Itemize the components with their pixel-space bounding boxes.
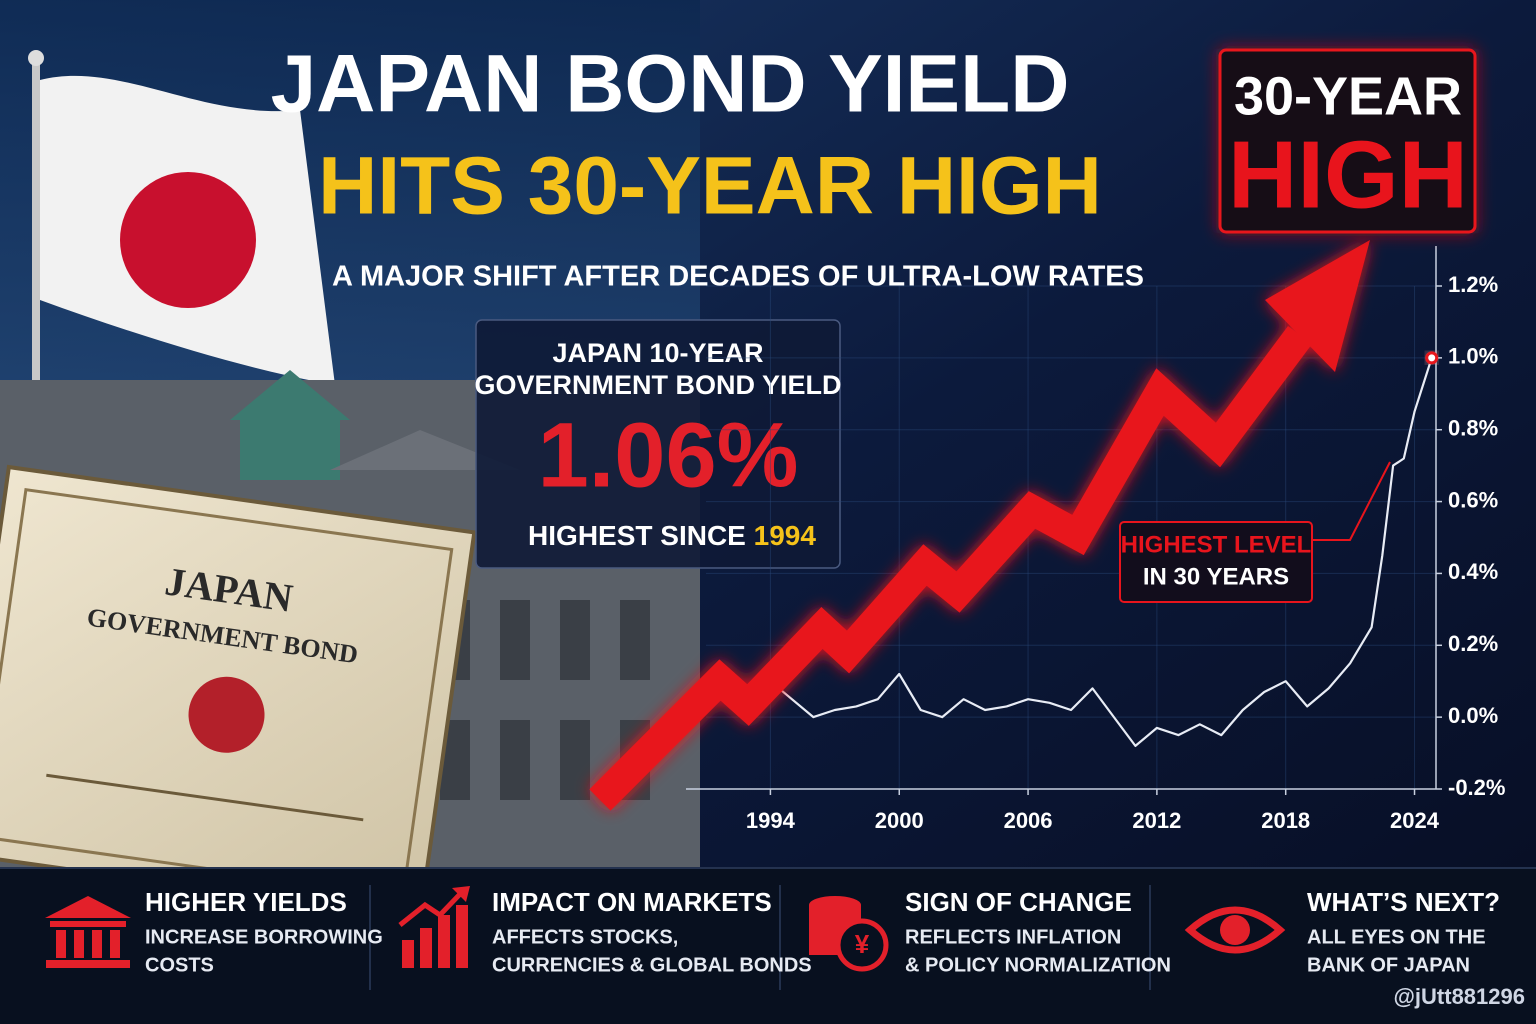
annotation-box bbox=[1119, 521, 1313, 603]
subtitle: A MAJOR SHIFT AFTER DECADES OF ULTRA-LOW… bbox=[332, 261, 1144, 293]
bond-border bbox=[0, 487, 454, 898]
features: HIGHER YIELDS INCREASE BORROWING COSTS IMPA… bbox=[145, 887, 1500, 976]
chart: -0.2% 0.0% 0.2% 0.4% 0.6% 0.8% 1.0% 1.2% 1994 200… bbox=[686, 246, 1505, 833]
bond-signature-line bbox=[46, 773, 364, 822]
feature-text: CURRENCIES & GLOBAL BONDS bbox=[492, 954, 812, 976]
bond-seal bbox=[188, 676, 265, 753]
icon-bank bbox=[45, 896, 131, 968]
icon-bars bbox=[398, 886, 470, 968]
y-tick-label: 0.0% bbox=[1448, 703, 1498, 728]
x-tick-label: 2012 bbox=[1132, 808, 1181, 833]
badge-box bbox=[1218, 48, 1477, 234]
annotation-leader bbox=[1312, 461, 1391, 541]
x-tick-label: 1994 bbox=[746, 808, 796, 833]
yen-symbol: ¥ bbox=[855, 929, 870, 959]
x-tick-label: 2018 bbox=[1261, 808, 1310, 833]
x-tick-label: 2024 bbox=[1390, 808, 1440, 833]
callout-value: 1.06% bbox=[538, 404, 799, 506]
badge-line1: 30-YEAR bbox=[1234, 66, 1462, 126]
flag-sun bbox=[120, 172, 256, 308]
feature-title: WHAT’S NEXT? bbox=[1307, 887, 1500, 917]
trend-arrow bbox=[589, 240, 1370, 811]
pediment bbox=[330, 430, 520, 470]
y-tick-label: 0.6% bbox=[1448, 487, 1498, 512]
feature-text: ALL EYES ON THE bbox=[1307, 926, 1486, 948]
callout-label: GOVERNMENT BOND YIELD bbox=[474, 370, 841, 400]
y-tick-label: 0.2% bbox=[1448, 631, 1498, 656]
dome-base bbox=[240, 420, 340, 480]
feature-title: HIGHER YIELDS bbox=[145, 887, 347, 917]
icon-coins: ¥ bbox=[809, 896, 889, 972]
arrow-body bbox=[589, 326, 1313, 811]
x-tick-label: 2006 bbox=[1004, 808, 1053, 833]
flag-pole-top bbox=[28, 50, 44, 66]
feature-text: INCREASE BORROWING bbox=[145, 926, 383, 948]
features-band bbox=[0, 868, 1536, 1024]
callout-label: JAPAN 10-YEAR bbox=[552, 338, 763, 368]
yield-line bbox=[705, 357, 1433, 747]
bond-certificate: JAPAN GOVERNMENT BOND bbox=[0, 464, 477, 921]
y-tick-label: 0.8% bbox=[1448, 416, 1498, 441]
feature-text: & POLICY NORMALIZATION bbox=[905, 954, 1171, 976]
feature-text: REFLECTS INFLATION bbox=[905, 926, 1121, 948]
flag-pole bbox=[32, 60, 40, 390]
since-year: 1994 bbox=[754, 520, 817, 551]
badge-line2: HIGH bbox=[1228, 121, 1468, 228]
feature-text: AFFECTS STOCKS, bbox=[492, 926, 678, 948]
feature-text: BANK OF JAPAN bbox=[1307, 954, 1470, 976]
arrow-head bbox=[1265, 240, 1370, 372]
title-line2: HITS 30-YEAR HIGH bbox=[318, 141, 1102, 232]
x-tick-label: 2000 bbox=[875, 808, 924, 833]
annotation-line2: IN 30 YEARS bbox=[1143, 563, 1289, 590]
feature-title: SIGN OF CHANGE bbox=[905, 887, 1132, 917]
watermark: @jUtt881296 bbox=[1393, 984, 1525, 1009]
y-tick-label: 1.0% bbox=[1448, 344, 1498, 369]
callout-box bbox=[475, 319, 841, 569]
feature-title: IMPACT ON MARKETS bbox=[492, 887, 772, 917]
icon-eye bbox=[1184, 906, 1286, 954]
dome bbox=[230, 370, 350, 420]
feature-text: COSTS bbox=[145, 954, 214, 976]
title-line1: JAPAN BOND YIELD bbox=[271, 39, 1070, 130]
y-tick-label: -0.2% bbox=[1448, 775, 1505, 800]
y-tick-label: 0.4% bbox=[1448, 559, 1498, 584]
callout-since: HIGHEST SINCE 1994 bbox=[528, 520, 816, 551]
annotation-line1: HIGHEST LEVEL bbox=[1121, 531, 1312, 558]
latest-point bbox=[1425, 351, 1439, 365]
since-text: HIGHEST SINCE bbox=[528, 520, 746, 551]
feature-separators bbox=[369, 885, 1151, 990]
y-tick-label: 1.2% bbox=[1448, 272, 1498, 297]
